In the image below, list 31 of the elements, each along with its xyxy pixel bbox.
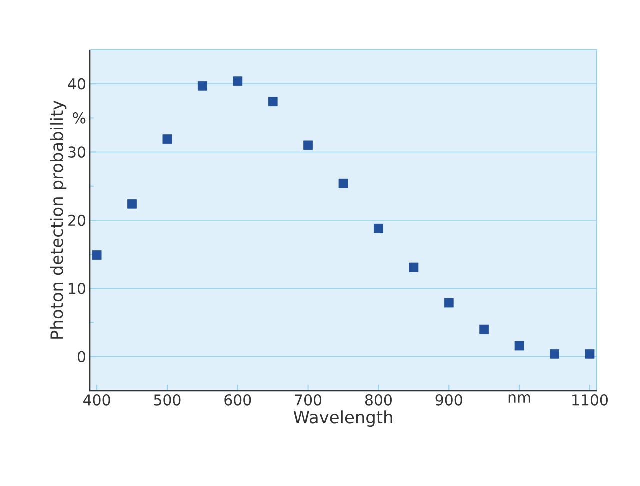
x-tick-label: 800 <box>365 394 392 406</box>
x-tick-label: 500 <box>154 394 181 406</box>
x-axis-title: Wavelength <box>294 410 392 428</box>
point <box>550 349 560 359</box>
point <box>480 324 490 334</box>
point <box>233 76 243 86</box>
point <box>92 250 102 260</box>
x-tick-label: 600 <box>224 394 252 406</box>
point <box>268 97 278 107</box>
point <box>162 134 172 144</box>
point <box>409 262 419 272</box>
y-tick-label: 30 <box>68 146 86 158</box>
point <box>444 298 454 308</box>
x-tick-label: 900 <box>436 394 462 406</box>
y-axis-title: Photon detection probability <box>50 100 67 339</box>
point <box>128 199 137 209</box>
point <box>585 349 595 359</box>
point <box>338 178 348 188</box>
x-tick-label: 1100 <box>572 394 608 406</box>
y-tick-label: 10 <box>69 283 86 294</box>
y-tick-label: % <box>73 112 86 124</box>
x-tick-label: 400 <box>84 394 110 406</box>
y-tick-label: 0 <box>78 351 86 363</box>
x-tick-label: nm <box>508 394 530 403</box>
x-tick-label: 700 <box>295 394 322 406</box>
point <box>198 81 208 91</box>
point <box>374 224 384 234</box>
point <box>304 140 313 150</box>
point <box>514 341 524 351</box>
y-tick-label: 20 <box>68 214 86 226</box>
y-tick-label: 40 <box>68 78 86 90</box>
